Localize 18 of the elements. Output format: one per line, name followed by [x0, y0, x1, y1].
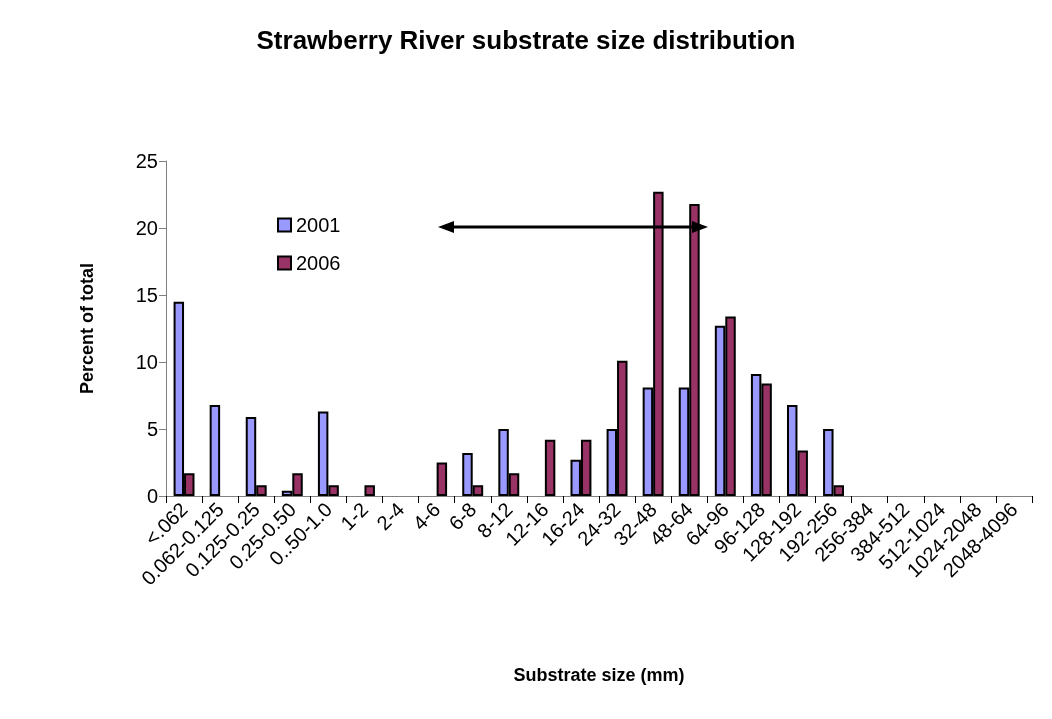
- y-tick-label: 20: [135, 217, 158, 239]
- x-tick-label: 4-6: [408, 498, 445, 535]
- x-axis-title: Substrate size (mm): [513, 665, 685, 685]
- y-tick-label: 0: [146, 485, 158, 507]
- y-axis-title: Percent of total: [77, 262, 97, 395]
- y-tick-label: 10: [135, 351, 158, 373]
- bar: [544, 439, 556, 496]
- bar: [209, 404, 221, 496]
- y-tick-label: 15: [135, 284, 158, 306]
- y-tick-label: 5: [146, 418, 158, 440]
- legend-label: 2006: [296, 252, 341, 274]
- bar: [364, 485, 375, 496]
- x-tick-label: 1-2: [336, 498, 373, 535]
- chart-title: Strawberry River substrate size distribution: [256, 25, 796, 55]
- y-tick-label: 25: [135, 150, 158, 172]
- bar: [436, 462, 448, 496]
- legend-label: 2001: [296, 214, 341, 236]
- x-tick-label: 2-4: [372, 498, 409, 535]
